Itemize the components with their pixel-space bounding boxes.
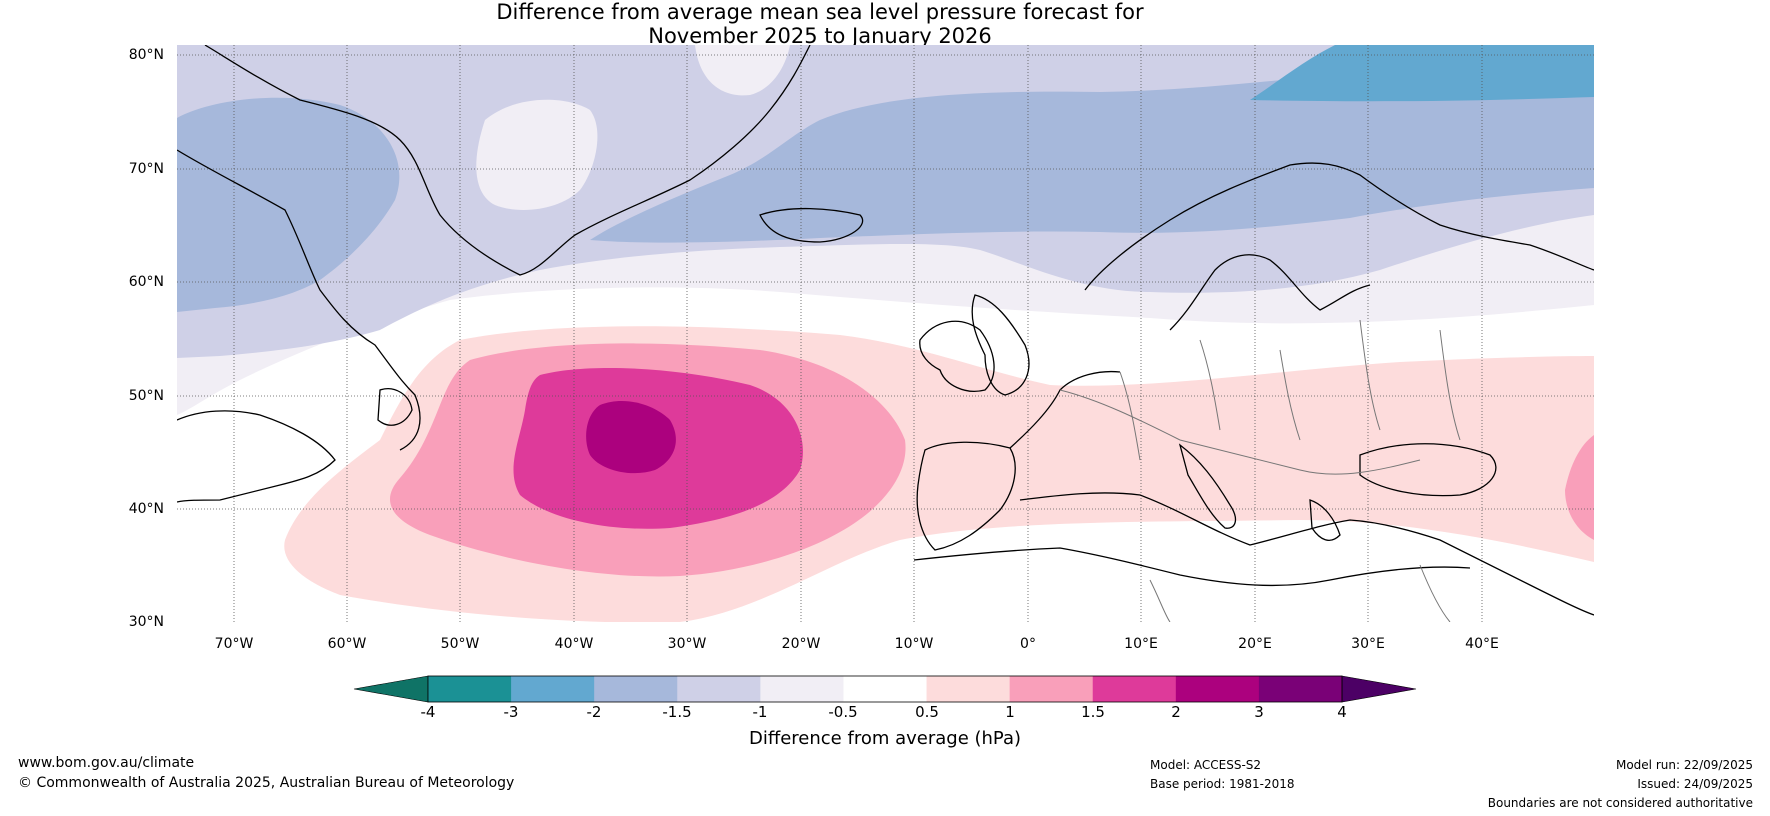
lon-label-30w: 30°W	[667, 636, 707, 652]
colorbar-extend-low	[353, 675, 429, 703]
colorbar-segment	[1175, 676, 1260, 702]
anomaly-region-pos-2	[586, 400, 676, 474]
black-sea	[1359, 443, 1497, 497]
colorbar-tick: -3	[503, 703, 519, 721]
colorbar-segment	[511, 676, 595, 702]
lon-label-40w: 40°W	[554, 636, 594, 652]
colorbar-tick: -0.5	[828, 703, 858, 721]
colorbar-segment	[1092, 676, 1177, 702]
uk-ireland	[919, 320, 995, 392]
greece	[1309, 499, 1341, 541]
colorbar-tick: -4	[420, 703, 436, 721]
footer-base-period: Base period: 1981-2018	[1150, 777, 1295, 791]
title-line-2: November 2025 to January 2026	[648, 24, 992, 48]
footer-copyright: © Commonwealth of Australia 2025, Austra…	[18, 775, 515, 791]
iceland	[759, 207, 864, 243]
labrador-coast	[177, 149, 421, 451]
mediterranean-coast	[1019, 492, 1594, 616]
colorbar-segment	[1009, 676, 1094, 702]
scandinavia-coast	[1084, 162, 1594, 291]
coastlines	[177, 45, 1594, 616]
country-borders	[1059, 319, 1461, 622]
colorbar-tick: 1	[1005, 703, 1015, 721]
lon-label-40e: 40°E	[1465, 636, 1499, 652]
lat-label-80n: 80°N	[128, 47, 164, 63]
colorbar-tick: -2	[586, 703, 602, 721]
colorbar-segment	[926, 676, 1011, 702]
anomaly-region-pos-1-east	[1565, 435, 1594, 540]
anomaly-region-neutral-pocket-2	[695, 45, 790, 96]
north-america-coast	[177, 410, 336, 503]
colorbar-tick: 3	[1254, 703, 1264, 721]
colorbar-label: Difference from average (hPa)	[748, 728, 1022, 749]
anomaly-region-neg-2	[177, 97, 400, 312]
anomaly-region-neutral-pocket	[476, 99, 598, 210]
chart-title: Difference from average mean sea level p…	[0, 0, 1750, 48]
lon-label-0: 0°	[1020, 636, 1036, 652]
lon-label-30e: 30°E	[1351, 636, 1385, 652]
colorbar-tick: 2	[1171, 703, 1181, 721]
footer-disclaimer: Boundaries are not considered authoritat…	[1487, 796, 1753, 810]
italy	[1178, 443, 1237, 529]
colorbar-frame	[427, 675, 1343, 703]
map-fields	[177, 45, 1594, 622]
lon-label-20w: 20°W	[781, 636, 821, 652]
colorbar-segment	[677, 676, 761, 702]
baltic-coast	[1169, 254, 1371, 331]
colorbar-tick: 4	[1337, 703, 1347, 721]
title-line-1: Difference from average mean sea level p…	[496, 0, 1144, 24]
colorbar-tick: 0.5	[915, 703, 939, 721]
footer-model: Model: ACCESS-S2	[1150, 758, 1262, 772]
lat-label-70n: 70°N	[128, 161, 164, 177]
greenland-coast	[204, 45, 811, 276]
lon-label-10e: 10°E	[1124, 636, 1158, 652]
colorbar-tick: -1	[752, 703, 768, 721]
lon-label-10w: 10°W	[894, 636, 934, 652]
colorbar-segment	[1258, 676, 1343, 702]
colorbar-segments	[353, 675, 1417, 703]
anomaly-region-neg-3	[1250, 45, 1594, 102]
colorbar-segment	[594, 676, 678, 702]
lon-label-20e: 20°E	[1238, 636, 1272, 652]
lon-label-70w: 70°W	[214, 636, 254, 652]
britain	[971, 294, 1030, 396]
north-africa-coast	[913, 547, 1471, 587]
lon-label-50w: 50°W	[440, 636, 480, 652]
lat-label-40n: 40°N	[128, 501, 164, 517]
anomaly-region-neg-2b	[590, 60, 1594, 243]
footer-website[interactable]: www.bom.gov.au/climate	[18, 755, 195, 771]
iberia-coast	[916, 441, 1016, 551]
lat-label-50n: 50°N	[128, 388, 164, 404]
colorbar-segment	[760, 676, 844, 702]
footer-model-run: Model run: 22/09/2025	[1615, 758, 1753, 772]
lon-label-60w: 60°W	[327, 636, 367, 652]
colorbar-tick: 1.5	[1081, 703, 1105, 721]
colorbar-segment	[428, 676, 512, 702]
newfoundland	[377, 388, 413, 426]
lat-label-30n: 30°N	[128, 614, 164, 630]
colorbar-tick: -1.5	[662, 703, 692, 721]
colorbar-extend-high	[1341, 675, 1417, 703]
graticule	[177, 45, 1594, 622]
lat-label-60n: 60°N	[128, 274, 164, 290]
footer-issued: Issued: 24/09/2025	[1637, 777, 1753, 791]
colorbar-segment	[843, 676, 928, 702]
